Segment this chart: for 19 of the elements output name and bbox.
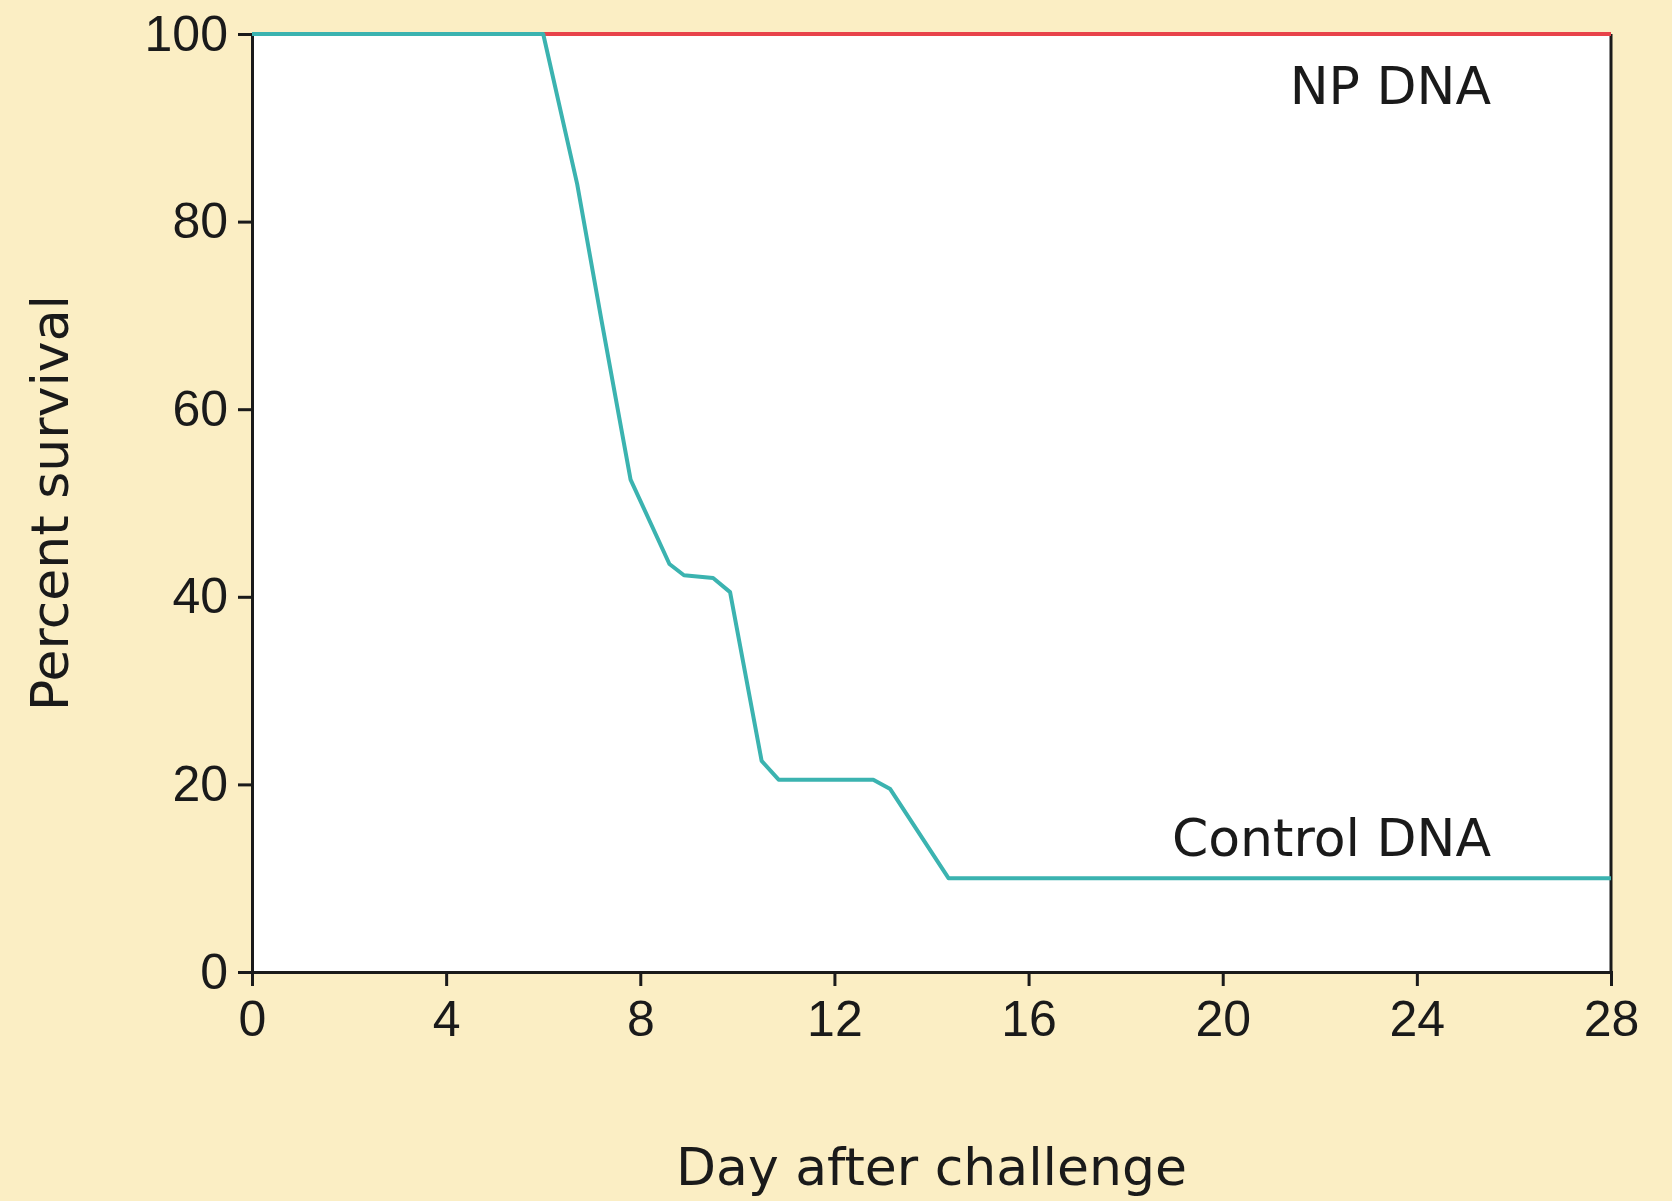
x-tick-label: 24: [1389, 990, 1446, 1047]
x-tick-label: 0: [238, 990, 267, 1047]
y-tick-label: 60: [172, 380, 228, 437]
x-tick-label: 20: [1195, 990, 1252, 1047]
y-axis-title: Percent survival: [20, 295, 80, 711]
x-axis-title: Day after challenge: [675, 1137, 1188, 1197]
line-series: [250, 32, 1613, 881]
y-tick-label: 40: [172, 568, 228, 625]
y-tick-label: 20: [172, 755, 228, 812]
y-tick-label: 0: [200, 943, 228, 1000]
x-tick-label: 16: [1001, 990, 1057, 1047]
series-label: NP DNA: [1289, 56, 1492, 116]
x-tick-label: 8: [626, 990, 655, 1047]
y-tick-label: 80: [172, 193, 228, 250]
series-label: Control DNA: [1171, 808, 1492, 869]
y-tick-label: 100: [144, 5, 228, 62]
x-tick-label: 28: [1583, 990, 1640, 1047]
x-tick-label: 12: [807, 990, 863, 1047]
x-tick-label: 4: [432, 990, 461, 1047]
